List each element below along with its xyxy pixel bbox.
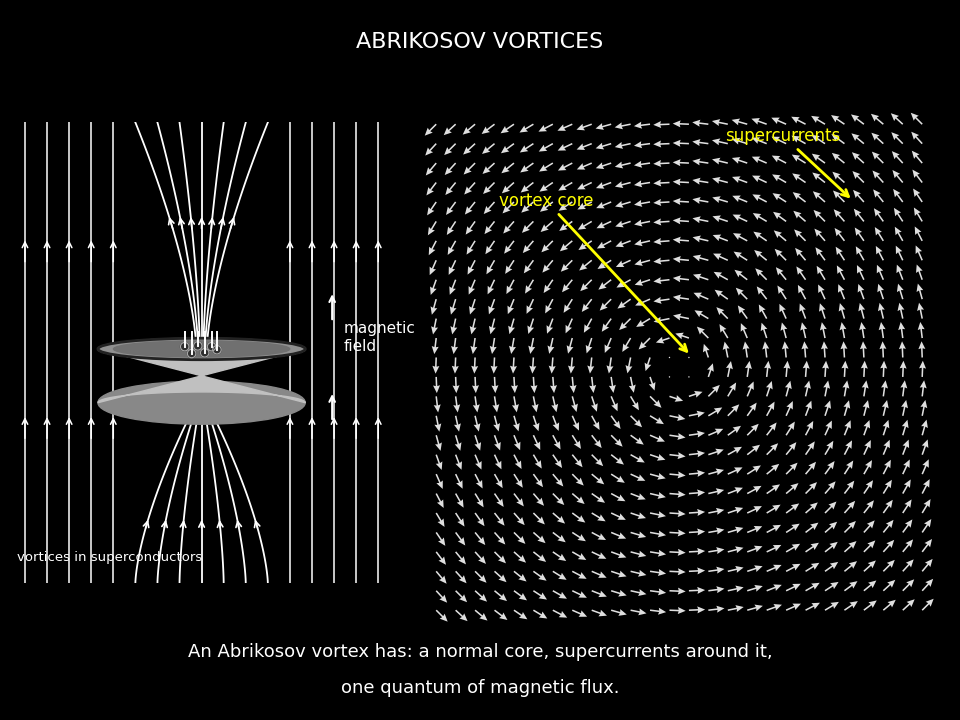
- Text: vortices in superconductors: vortices in superconductors: [17, 551, 203, 564]
- Text: A​BRIKOSOV V​ORTICES: A​BRIKOSOV V​ORTICES: [356, 32, 604, 53]
- Circle shape: [180, 343, 189, 351]
- Circle shape: [207, 343, 216, 351]
- Ellipse shape: [98, 381, 305, 424]
- Circle shape: [213, 346, 221, 354]
- Ellipse shape: [113, 341, 290, 357]
- Ellipse shape: [98, 338, 305, 360]
- Circle shape: [187, 349, 196, 358]
- Circle shape: [201, 348, 209, 357]
- Text: magnetic
field: magnetic field: [344, 321, 416, 354]
- Polygon shape: [98, 349, 305, 402]
- Text: one quantum of magnetic flux.: one quantum of magnetic flux.: [341, 678, 619, 697]
- Text: An Abrikosov vortex has: a normal core, supercurrents around it,: An Abrikosov vortex has: a normal core, …: [188, 642, 772, 661]
- Text: supercurrents: supercurrents: [726, 127, 849, 197]
- Text: vortex core: vortex core: [498, 192, 686, 351]
- Circle shape: [194, 342, 202, 350]
